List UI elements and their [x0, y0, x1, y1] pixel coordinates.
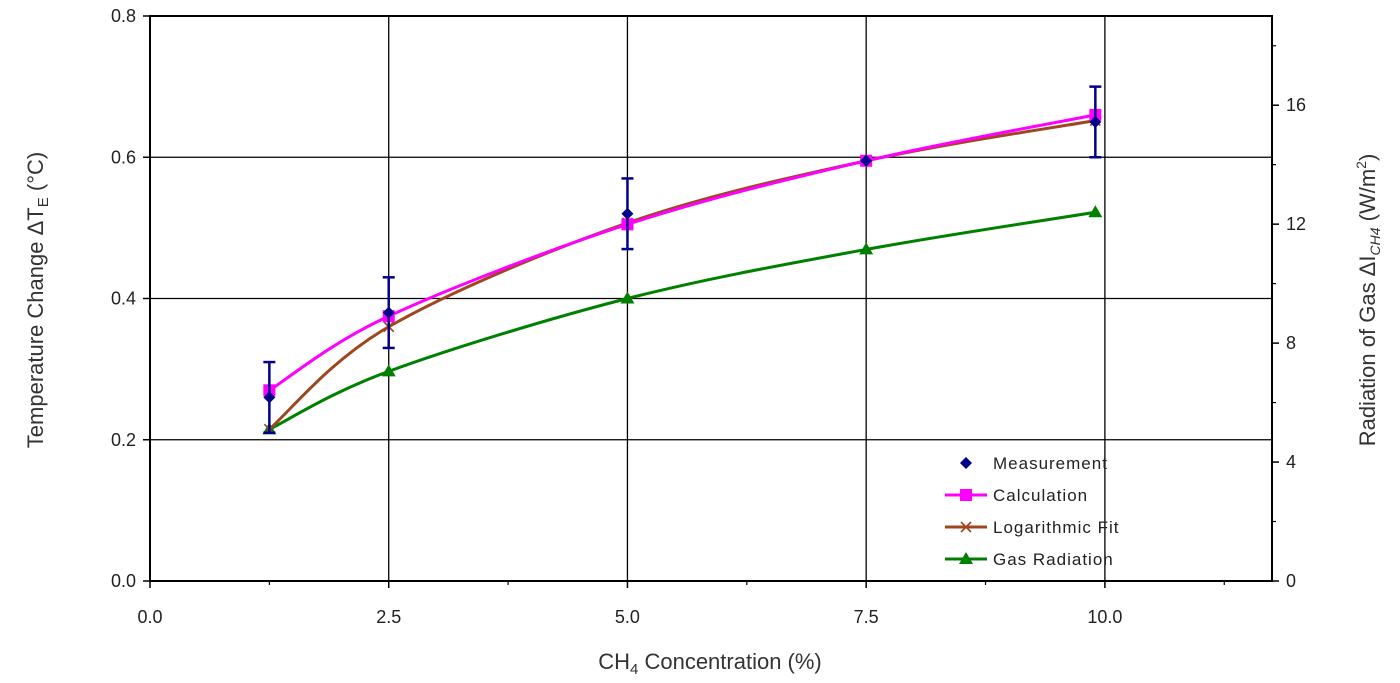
data-point [1089, 115, 1102, 128]
y-tick-label: 0.8 [111, 6, 136, 26]
x-axis-title-sub: 4 [630, 661, 638, 678]
data-point [620, 291, 635, 304]
x-tick-label: 7.5 [854, 607, 879, 627]
legend: Measurement Calculation Logarithmic Fit Gas… [945, 454, 1119, 569]
data-point [381, 364, 396, 377]
series-measurement [263, 85, 1102, 434]
x-axis-title: CH4 Concentration (%) [598, 649, 822, 678]
y-tick-label: 0.4 [111, 289, 136, 309]
x-axis-title-prefix: CH [598, 649, 630, 674]
x-tick-label: 5.0 [615, 607, 640, 627]
data-point [263, 391, 276, 404]
series-logarithmic-fit [263, 114, 1101, 435]
y-tick-label: 0.2 [111, 430, 136, 450]
series-gas-radiation [262, 205, 1103, 435]
x-tick-label: 10.0 [1087, 607, 1122, 627]
legend-marker [960, 521, 972, 533]
legend-marker [960, 489, 972, 501]
legend-marker [959, 552, 973, 564]
y-axis-title-prefix: Temperature Change ΔT [23, 207, 48, 448]
series-line [268, 119, 1096, 431]
data-point [621, 207, 634, 220]
data-point [382, 306, 395, 319]
y2-tick-label: 16 [1286, 95, 1306, 115]
y-tick-label: 0.0 [111, 571, 136, 591]
y2-axis-title-prefix: Radiation of Gas ΔI [1355, 256, 1380, 447]
data-point [860, 154, 873, 167]
legend-marker [960, 457, 972, 469]
series-layer [262, 85, 1103, 435]
series-line [268, 113, 1096, 392]
y-axis-title-suffix: (°C) [23, 152, 48, 197]
legend-label: Calculation [993, 486, 1088, 505]
legend-label: Gas Radiation [993, 550, 1114, 569]
data-point [1088, 205, 1103, 218]
legend-label: Measurement [993, 454, 1108, 473]
axis-ticks: 0.0 2.5 5.0 7.5 10.0 0.0 0.2 0.4 0.6 0.8 0 4 8 12 16 [111, 6, 1306, 627]
legend-label: Logarithmic Fit [993, 518, 1119, 537]
series-line [268, 210, 1096, 431]
y-tick-label: 0.6 [111, 147, 136, 167]
x-axis-title-suffix: Concentration (%) [638, 649, 821, 674]
y2-axis-title-suffix: (W/m [1355, 169, 1380, 228]
y2-axis-title: Radiation of Gas ΔICH4 (W/m2) [1353, 154, 1383, 447]
y-axis-title-sub: E [35, 197, 52, 207]
x-tick-label: 2.5 [376, 607, 401, 627]
y2-tick-label: 8 [1286, 333, 1296, 353]
y2-axis-title-sub: CH4 [1367, 227, 1383, 255]
y2-axis-title-sup: 2 [1353, 161, 1369, 169]
y2-tick-label: 4 [1286, 452, 1296, 472]
y2-tick-label: 12 [1286, 214, 1306, 234]
y-axis-title: Temperature Change ΔTE (°C) [23, 152, 52, 448]
y2-tick-label: 0 [1286, 571, 1296, 591]
y2-axis-title-end: ) [1355, 154, 1380, 161]
grid-lines [150, 16, 1272, 581]
x-tick-label: 0.0 [137, 607, 162, 627]
data-point [859, 242, 874, 255]
